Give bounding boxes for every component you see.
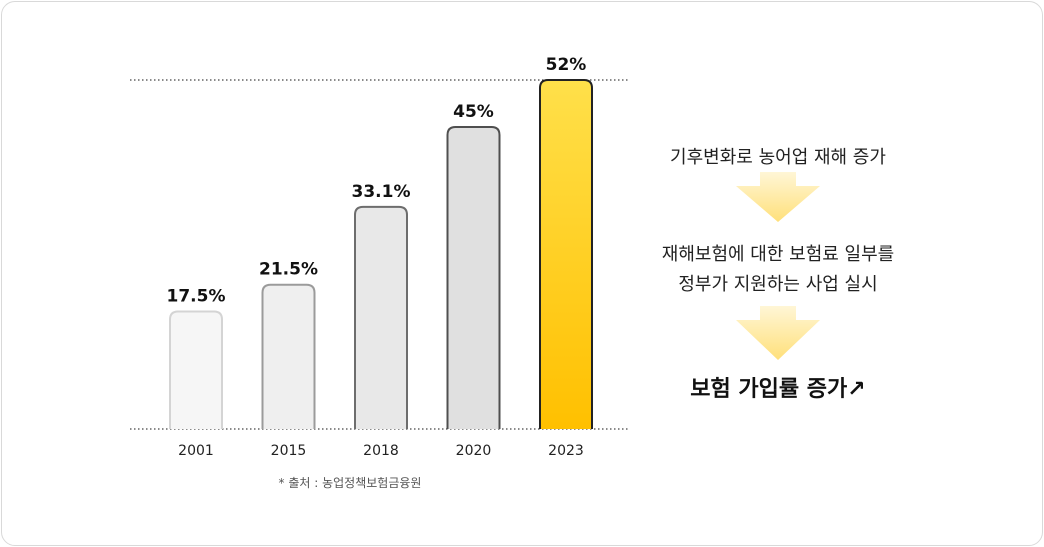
flow-step-subsidy: 재해보험에 대한 보험료 일부를 정부가 지원하는 사업 실시 [628, 240, 928, 300]
bar-2023 [539, 79, 593, 429]
down-arrow-icon [736, 172, 820, 222]
down-arrow-icon [736, 306, 820, 360]
flow-step-climate: 기후변화로 농어업 재해 증가 [670, 147, 886, 168]
value-label-2020: 45% [453, 102, 494, 122]
flow-step-subsidy-line1: 재해보험에 대한 보험료 일부를 [661, 244, 895, 265]
flow-step-result: 보험 가입률 증가↗ [690, 377, 866, 402]
x-tick-label-2001: 2001 [178, 443, 214, 459]
flow-diagram: 기후변화로 농어업 재해 증가 재해보험에 대한 보험료 일부를 정부가 지원하… [628, 0, 928, 547]
x-tick-label-2023: 2023 [548, 443, 584, 459]
source-note: * 출처 : 농업정책보험금융원 [278, 476, 422, 490]
x-tick-label-2018: 2018 [363, 443, 399, 459]
bar-2018 [354, 205, 408, 429]
bar-2020 [446, 125, 501, 429]
flow-step-subsidy-line2: 정부가 지원하는 사업 실시 [678, 274, 878, 295]
bar-2001 [169, 310, 223, 429]
value-label-2023: 52% [546, 55, 587, 75]
value-label-2015: 21.5% [259, 260, 318, 280]
x-tick-label-2020: 2020 [456, 443, 492, 459]
value-label-2018: 33.1% [352, 182, 411, 202]
bar-2015 [261, 283, 316, 429]
x-tick-label-2015: 2015 [271, 443, 307, 459]
value-label-2001: 17.5% [167, 287, 226, 307]
